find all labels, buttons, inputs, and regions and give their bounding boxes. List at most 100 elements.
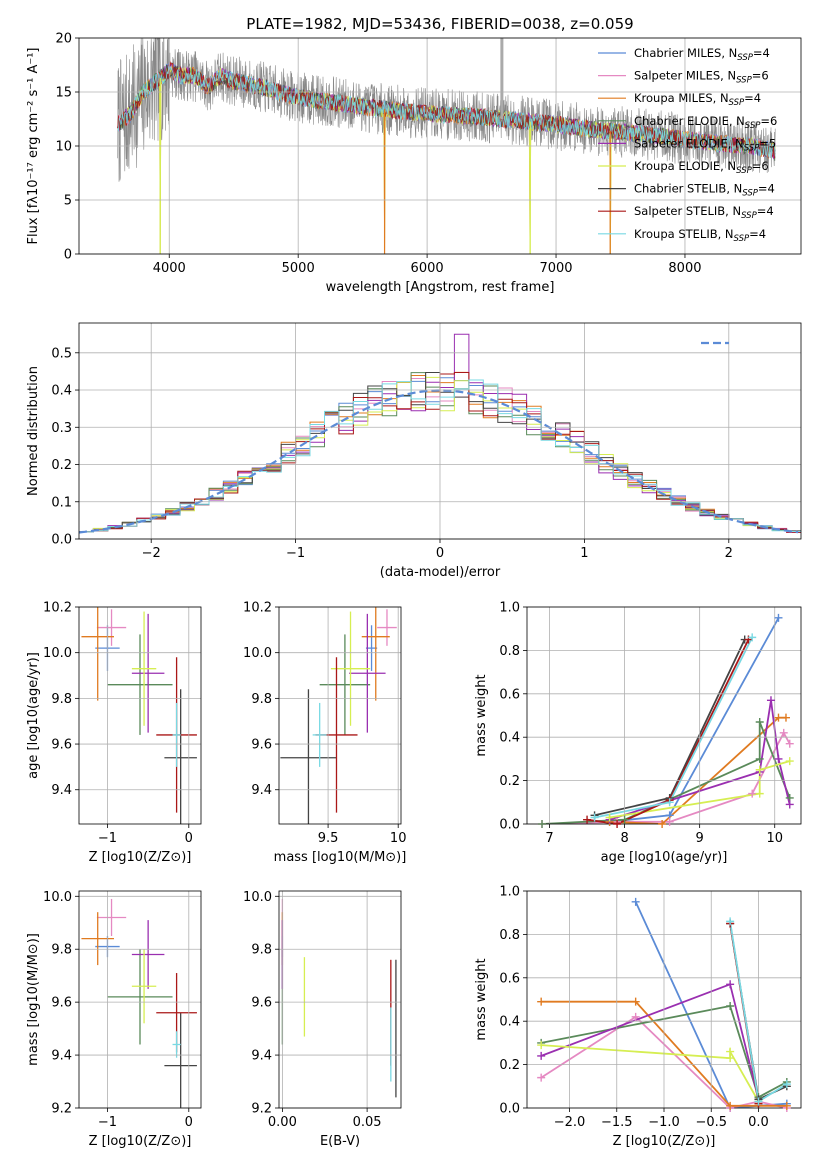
x-axis-label: age [log10(age/yr)]	[601, 850, 728, 865]
x-tick-label: 9.5	[318, 831, 339, 846]
y-tick-label: 5	[64, 194, 72, 209]
y-tick-label: 0.2	[499, 774, 520, 789]
legend-entry: Salpeter STELIB, NSSP=4	[634, 204, 774, 221]
errorbar-salpeter-elodie	[131, 613, 165, 733]
x-tick-label: −1	[98, 1115, 117, 1130]
axes-mass-vs-ebv: 0.00 0.05 9.2 9.4 9.6 9.8 10.0 E(B-V)	[243, 890, 402, 1149]
y-tick-label: 0.0	[51, 533, 72, 548]
x-tick-label: 0	[436, 546, 444, 561]
y-tick-label: 1.0	[499, 601, 520, 616]
x-tick-label: 9	[696, 831, 704, 846]
errorbar-salpeter-elodie	[131, 920, 165, 989]
weight-marker	[748, 633, 757, 642]
y-tick-label: 9.4	[51, 1049, 72, 1064]
y-tick-label: 0.3	[51, 421, 72, 436]
x-tick-label: 0.05	[353, 1115, 382, 1130]
weight-line-salpeter-miles	[540, 1015, 788, 1108]
weight-marker	[665, 817, 674, 826]
legend-entry: Salpeter ELODIE, NSSP=5	[634, 136, 776, 153]
x-axis-label: (data-model)/error	[380, 565, 501, 580]
y-tick-label: 9.6	[251, 996, 272, 1011]
weight-marker	[658, 820, 667, 828]
x-tick-label: 0	[185, 831, 193, 846]
weight-marker	[754, 1097, 763, 1106]
y-tick-label: 0.0	[499, 1102, 520, 1117]
weight-marker	[748, 789, 757, 798]
y-axis-label: Normed distribution	[26, 366, 41, 496]
errorbar-chabrier-stelib	[164, 1012, 197, 1108]
y-tick-label: 0.0	[499, 818, 520, 833]
x-tick-label: −1	[286, 546, 305, 561]
x-tick-label: 8	[620, 831, 628, 846]
y-tick-label: 0.2	[51, 458, 72, 473]
legend-entry: Kroupa MILES, NSSP=4	[634, 91, 761, 108]
y-axis-label: mass weight	[474, 958, 489, 1040]
y-tick-label: 10.0	[243, 890, 272, 905]
errorbar-kroupa-miles	[81, 912, 114, 966]
x-tick-label: 2	[725, 546, 733, 561]
x-tick-label: 6000	[411, 261, 444, 276]
x-axis-label: wavelength [Angstrom, rest frame]	[326, 280, 555, 295]
errorbar-chabrier-stelib	[280, 689, 337, 824]
weight-marker	[583, 815, 592, 824]
axes-frame	[278, 606, 402, 825]
model-spectrum-salpeter-stelib	[117, 60, 776, 159]
x-tick-label: 8000	[668, 261, 701, 276]
axes-weight-vs-z: −2.0 −1.5 −1.0 −0.5 0.0 0.0 0.2 0.4 0.6 0.8 1.0 Z […	[474, 885, 802, 1149]
errorbar-kroupa-miles	[81, 607, 114, 701]
y-axis-label: Flux [fλ10⁻¹⁷ erg cm⁻² s⁻¹ A⁻¹]	[26, 48, 41, 245]
weight-marker	[782, 1080, 791, 1089]
y-tick-label: 15	[55, 86, 72, 101]
errorbar-kroupa-stelib	[312, 702, 327, 767]
weight-marker	[774, 613, 783, 622]
y-axis-label: mass [log10(M/M⊙)]	[26, 933, 41, 1066]
x-tick-label: 10	[390, 831, 407, 846]
axes-age-vs-mass: 9.5 10 9.4 9.6 9.8 10.0 10.2 mass [log10(M/M⊙)]	[243, 601, 407, 866]
weight-marker	[766, 696, 775, 705]
x-tick-label: −1.0	[648, 1115, 680, 1130]
x-tick-label: 7	[545, 831, 553, 846]
axes-frame	[78, 606, 202, 825]
y-tick-label: 9.2	[251, 1102, 272, 1117]
errorbar-kroupa-stelib	[172, 702, 181, 767]
weight-marker	[631, 897, 640, 906]
weight-line-chabrier-elodie	[541, 1004, 788, 1099]
weight-marker	[620, 815, 629, 824]
y-tick-label: 9.8	[51, 692, 72, 707]
weight-marker	[782, 1101, 791, 1110]
legend: Chabrier MILES, NSSP=4 Salpeter MILES, NS…	[598, 46, 777, 244]
errorbar-chabrier-stelib	[164, 689, 197, 824]
y-tick-label: 9.8	[251, 692, 272, 707]
x-axis-label: Z [log10(Z/Z⊙)]	[89, 1134, 192, 1149]
model-spectrum-kroupa-stelib	[117, 66, 776, 159]
weight-marker	[537, 997, 546, 1006]
weight-marker	[613, 820, 622, 828]
weight-marker	[590, 813, 599, 822]
axes-frame	[78, 890, 202, 1109]
legend-entry: Salpeter MILES, NSSP=6	[634, 69, 769, 86]
axes-spectrum: 4000 5000 6000 7000 8000 0 5 10 15 20 wavelength […	[26, 15, 802, 295]
weight-marker	[726, 980, 735, 989]
y-tick-label: 0	[64, 248, 72, 263]
axes-weight-vs-age: 7 8 9 10 0.0 0.2 0.4 0.6 0.8 1.0 age [log10(age/yr…	[474, 601, 802, 865]
weight-marker	[537, 1051, 546, 1060]
errorbar-salpeter-miles	[96, 609, 127, 646]
plot-area-mass-vs-z	[81, 898, 197, 1108]
x-axis-label: E(B-V)	[320, 1134, 360, 1149]
y-tick-label: 0.1	[51, 495, 72, 510]
axes-residuals: −2 −1 0 1 2 0.0 0.1 0.2 0.3 0.4 0.5 (data-model)/er…	[26, 322, 802, 580]
x-axis-label: mass [log10(M/M⊙)]	[274, 850, 407, 865]
x-tick-label: 10	[766, 831, 783, 846]
weight-marker	[537, 1073, 546, 1082]
legend-entry: Chabrier ELODIE, NSSP=6	[634, 114, 777, 131]
y-tick-label: 9.6	[51, 738, 72, 753]
x-axis-label: Z [log10(Z/Z⊙)]	[613, 1134, 716, 1149]
plot-area-age-vs-mass	[280, 607, 397, 824]
x-tick-label: −0.5	[695, 1115, 727, 1130]
x-tick-label: 0	[185, 1115, 193, 1130]
x-tick-label: −1	[98, 831, 117, 846]
y-tick-label: 10.0	[243, 646, 272, 661]
observed-spectrum-line	[117, 38, 776, 182]
y-tick-label: 9.6	[51, 996, 72, 1011]
plot-area-age-vs-z	[81, 607, 197, 824]
